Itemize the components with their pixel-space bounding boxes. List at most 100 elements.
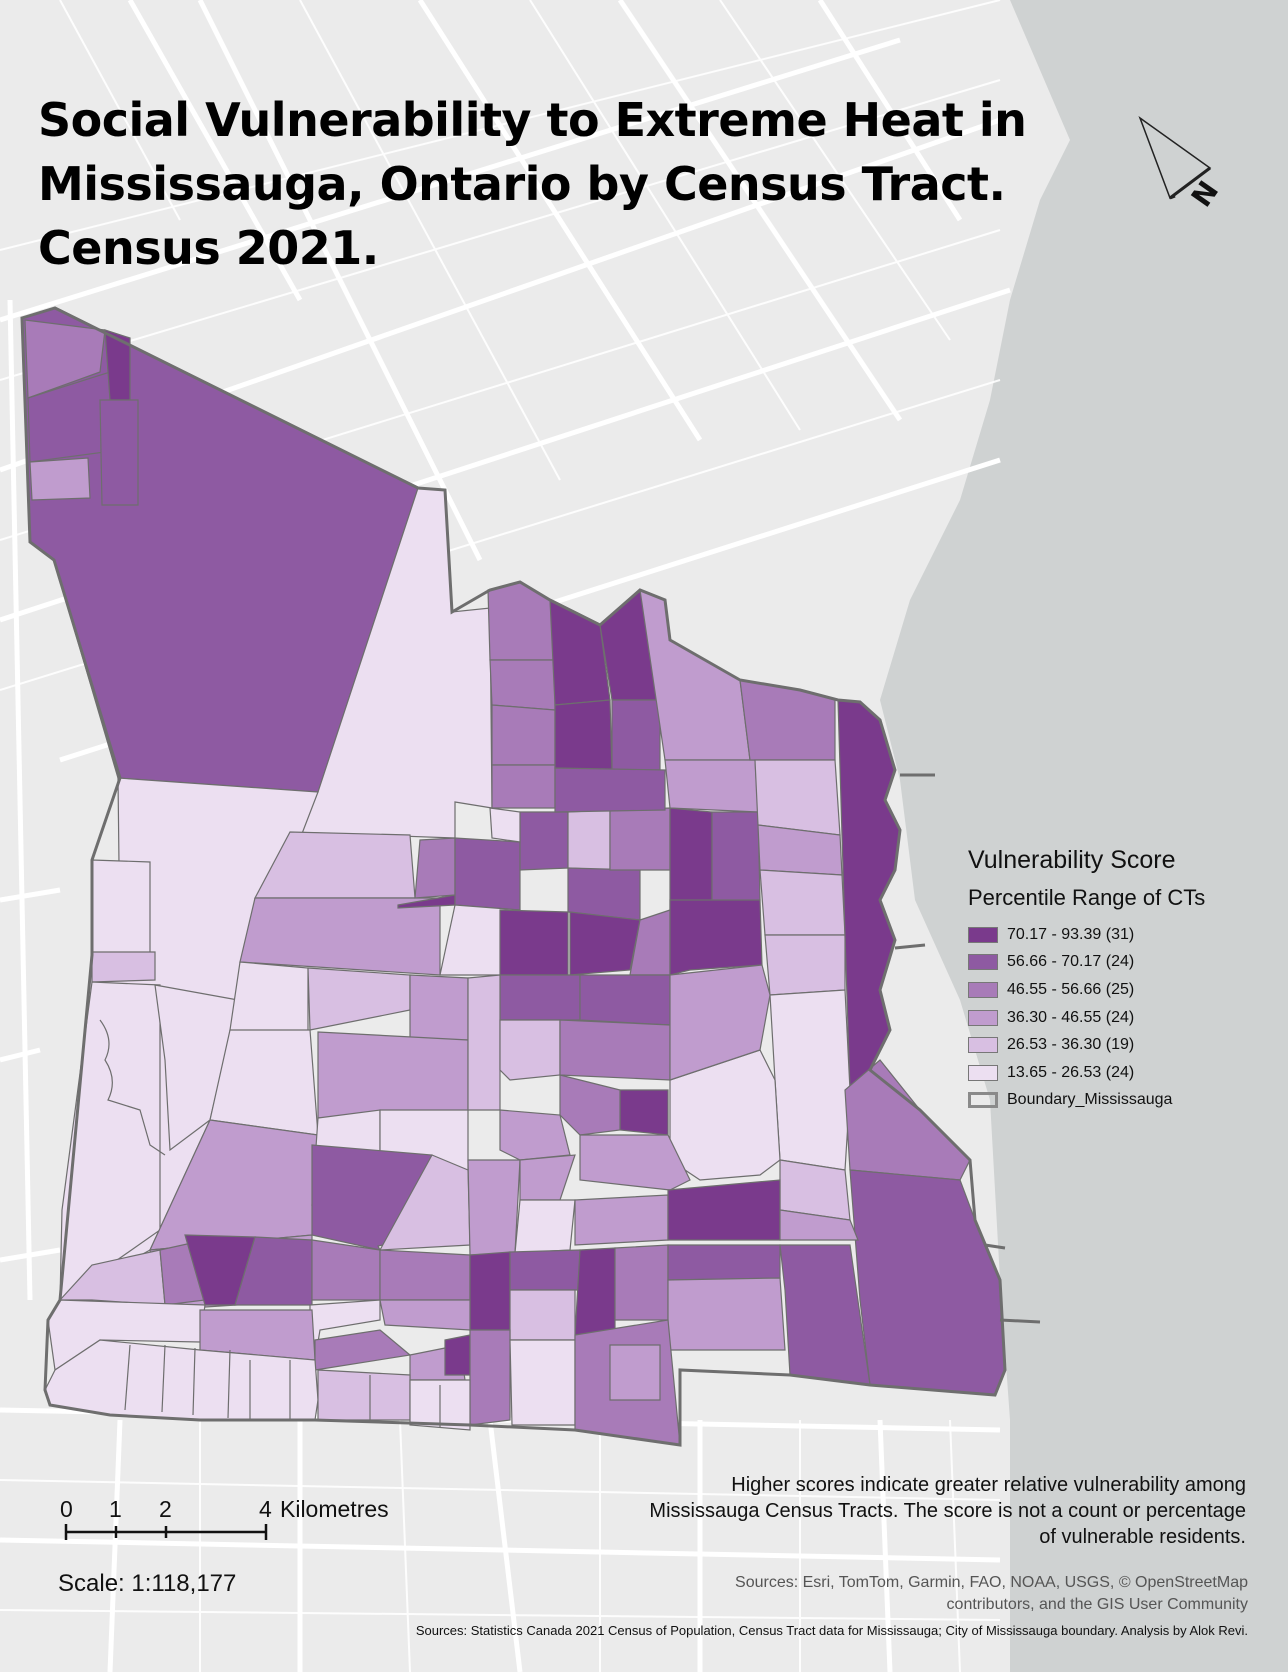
legend-swatch xyxy=(968,954,998,971)
basemap-attribution-line: contributors, and the GIS User Community xyxy=(946,1596,1248,1613)
tract-cc5 xyxy=(519,811,569,871)
scale-unit-label: Kilometres xyxy=(280,1496,389,1522)
tract-cc3 xyxy=(454,837,521,911)
tract-c2 xyxy=(239,897,441,976)
tract-nw-c xyxy=(29,457,91,501)
legend-label: 36.30 - 46.55 (24) xyxy=(1007,1008,1135,1026)
scale-ratio: Scale: 1:118,177 xyxy=(58,1570,237,1597)
basemap-attribution-line: Sources: Esri, TomTom, Garmin, FAO, NOAA… xyxy=(735,1574,1248,1591)
scale-tick-label: 4 xyxy=(259,1496,272,1522)
legend-swatch xyxy=(968,981,998,998)
legend-item: 46.55 - 56.66 (25) xyxy=(968,976,1268,1004)
legend-subtitle: Percentile Range of CTs xyxy=(968,885,1206,910)
tract-c7 xyxy=(317,1031,469,1119)
tract-s2 xyxy=(574,1194,669,1246)
lake-ontario xyxy=(880,0,1288,1672)
tract-s16 xyxy=(667,1244,781,1281)
tract-c6 xyxy=(209,1029,319,1136)
legend-label: 70.17 - 93.39 (31) xyxy=(1007,925,1135,943)
legend-item: 70.17 - 93.39 (31) xyxy=(968,921,1268,949)
scale-tick-label: 2 xyxy=(159,1496,172,1522)
score-note-line: Higher scores indicate greater relative … xyxy=(731,1474,1246,1496)
tract-s3 xyxy=(667,1179,781,1241)
tract-s12 xyxy=(469,1251,511,1331)
census-tracts xyxy=(21,307,1006,1446)
tract-sw6 xyxy=(469,1329,511,1426)
tract-n4 xyxy=(491,764,556,809)
tract-s15 xyxy=(614,1244,669,1321)
tract-c5 xyxy=(409,974,469,1041)
tract-e7 xyxy=(499,1109,571,1161)
legend-item: 36.30 - 46.55 (24) xyxy=(968,1004,1268,1032)
map-title-line-3: Census 2021. xyxy=(38,221,379,275)
tract-s21 xyxy=(509,1289,576,1341)
tract-n13 xyxy=(711,811,761,906)
tract-cc6 xyxy=(489,807,521,843)
piers xyxy=(894,773,1041,1324)
tract-c3 xyxy=(229,961,309,1033)
tract-e4 xyxy=(669,964,771,1081)
tract-c13 xyxy=(467,1159,521,1256)
tract-e2 xyxy=(769,989,851,1171)
score-note-line: Mississauga Census Tracts. The score is … xyxy=(649,1500,1246,1522)
tract-n9 xyxy=(554,767,666,813)
tract-west-b xyxy=(91,859,151,956)
legend-swatch xyxy=(968,1037,998,1054)
legend-label: 26.53 - 36.30 (19) xyxy=(1007,1036,1135,1054)
legend-title: Vulnerability Score xyxy=(968,846,1176,874)
tract-e5 xyxy=(619,1089,669,1136)
tract-n14 xyxy=(669,899,763,976)
tract-cc11 xyxy=(569,911,641,976)
tract-e9 xyxy=(579,1134,691,1191)
tract-n6 xyxy=(554,699,613,771)
boundary-mississauga xyxy=(20,306,1007,1447)
tract-nw-a xyxy=(24,319,106,399)
legend-swatch xyxy=(968,1064,998,1081)
tract-cc1 xyxy=(414,837,456,899)
legend-label: 13.65 - 26.53 (24) xyxy=(1007,1063,1135,1081)
map-title-line-1: Social Vulnerability to Extreme Heat in xyxy=(38,93,1027,147)
tract-n18 xyxy=(759,869,846,936)
tract-sw9 xyxy=(609,1344,661,1401)
tract-s10 xyxy=(311,1239,381,1301)
tract-cc9 xyxy=(567,867,641,921)
tract-n19 xyxy=(764,934,846,996)
legend-item: 26.53 - 36.30 (19) xyxy=(968,1031,1268,1059)
basemap-attribution: Sources: Esri, TomTom, Garmin, FAO, NOAA… xyxy=(688,1572,1248,1616)
tract-sw5 xyxy=(444,1334,471,1376)
map-title: Social Vulnerability to Extreme Heat in … xyxy=(38,88,1038,280)
tract-s17 xyxy=(667,1277,786,1351)
tract-n16 xyxy=(754,759,841,836)
tract-sw7 xyxy=(509,1339,576,1426)
tract-sw11 xyxy=(317,1369,411,1421)
data-sources: Sources: Statistics Canada 2021 Census o… xyxy=(415,1623,1248,1638)
tract-n11 xyxy=(664,759,759,813)
scale-tick-label: 0 xyxy=(60,1496,73,1522)
tract-w2 xyxy=(154,984,239,1152)
tract-cc17 xyxy=(559,1019,671,1081)
tract-s13 xyxy=(509,1249,581,1291)
tract-n8 xyxy=(611,699,661,771)
legend: Vulnerability Score Percentile Range of … xyxy=(968,846,1268,1114)
legend-item: 56.66 - 70.17 (24) xyxy=(968,949,1268,977)
tract-nw-e xyxy=(99,399,139,506)
tract-e6 xyxy=(559,1074,621,1136)
tract-cc16 xyxy=(499,1019,561,1081)
north-arrow-icon xyxy=(1138,115,1212,200)
legend-label: 46.55 - 56.66 (25) xyxy=(1007,980,1135,998)
tract-n2 xyxy=(489,659,556,711)
tract-west-c xyxy=(91,951,156,983)
tract-s11 xyxy=(379,1249,471,1301)
tract-cc10 xyxy=(609,807,671,871)
tract-cc13 xyxy=(499,974,581,1021)
legend-item: 13.65 - 26.53 (24) xyxy=(968,1059,1268,1087)
tract-s20 xyxy=(379,1299,471,1331)
tract-s4 xyxy=(779,1209,859,1241)
map-title-line-2: Mississauga, Ontario by Census Tract. xyxy=(38,157,1006,211)
legend-boundary-label: Boundary_Mississauga xyxy=(1007,1091,1173,1109)
tract-cc15 xyxy=(467,974,501,1111)
scale-bar xyxy=(64,1524,268,1540)
tract-cc14 xyxy=(579,974,671,1026)
score-note: Higher scores indicate greater relative … xyxy=(546,1472,1246,1550)
